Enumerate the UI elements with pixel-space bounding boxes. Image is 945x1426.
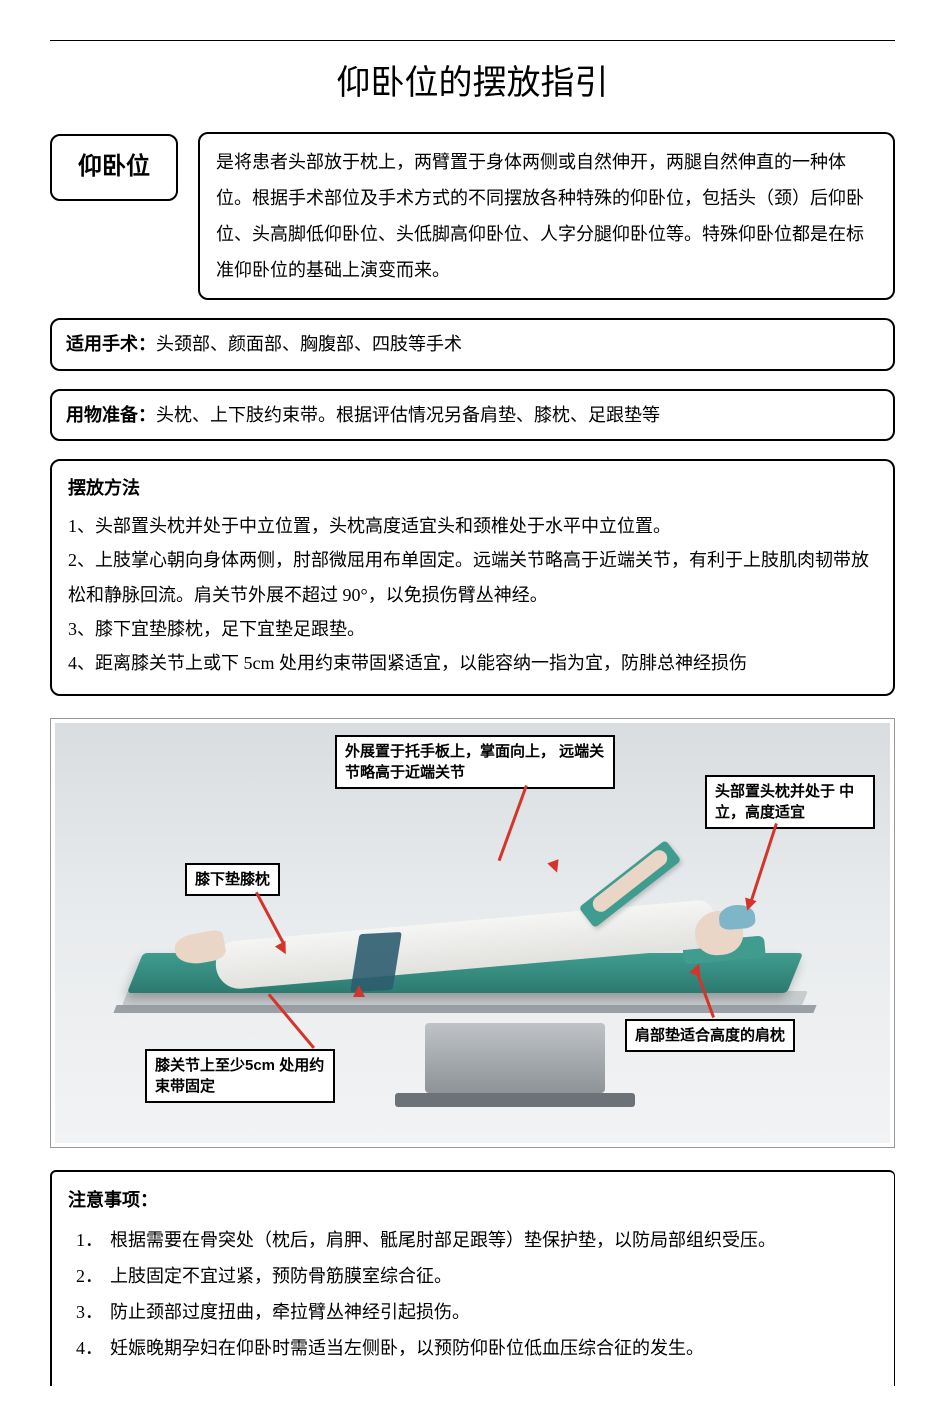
note-item: 3． 防止颈部过度扭曲，牵拉臂丛神经引起损伤。: [76, 1294, 878, 1330]
callout-shoulder: 肩部垫适合高度的肩枕: [625, 1019, 795, 1052]
note-text: 防止颈部过度扭曲，牵拉臂丛神经引起损伤。: [110, 1294, 470, 1330]
table-foot: [395, 1093, 635, 1107]
position-tag: 仰卧位: [50, 134, 178, 201]
callout-knee: 膝下垫膝枕: [185, 863, 280, 896]
arrow-head-icon: [353, 985, 365, 997]
preparation-text: 头枕、上下肢约束带。根据评估情况另备肩垫、膝枕、足跟垫等: [156, 405, 660, 425]
arrow-head-icon: [547, 859, 562, 874]
page-title: 仰卧位的摆放指引: [50, 53, 895, 114]
applicable-box: 适用手术：头颈部、颜面部、胸腹部、四肢等手术: [50, 318, 895, 370]
callout-arm: 外展置于托手板上，掌面向上， 远端关节略高于近端关节: [335, 735, 615, 789]
arrow-line: [255, 892, 285, 945]
preparation-label: 用物准备：: [66, 405, 156, 425]
description-box: 是将患者头部放于枕上，两臂置于身体两侧或自然伸开，两腿自然伸直的一种体位。根据手…: [198, 132, 895, 300]
applicable-text: 头颈部、颜面部、胸腹部、四肢等手术: [156, 334, 462, 354]
notes-list: 1． 根据需要在骨突处（枕后，肩胛、骶尾肘部足跟等）垫保护垫，以防局部组织受压。…: [68, 1222, 878, 1366]
note-item: 4． 妊娠晚期孕妇在仰卧时需适当左侧卧，以预防仰卧位低血压综合征的发生。: [76, 1330, 878, 1366]
callout-head: 头部置头枕并处于 中立，高度适宜: [705, 775, 875, 829]
applicable-label: 适用手术：: [66, 334, 156, 354]
preparation-box: 用物准备：头枕、上下肢约束带。根据评估情况另备肩垫、膝枕、足跟垫等: [50, 389, 895, 441]
notes-box: 注意事项： 1． 根据需要在骨突处（枕后，肩胛、骶尾肘部足跟等）垫保护垫，以防局…: [50, 1170, 895, 1386]
method-item: 2、上肢掌心朝向身体两侧，肘部微屈用布单固定。远端关节略高于近端关节，有利于上肢…: [68, 543, 877, 611]
note-item: 1． 根据需要在骨突处（枕后，肩胛、骶尾肘部足跟等）垫保护垫，以防局部组织受压。: [76, 1222, 878, 1258]
method-box: 摆放方法 1、头部置头枕并处于中立位置，头枕高度适宜头和颈椎处于水平中立位置。 …: [50, 459, 895, 696]
header-row: 仰卧位 是将患者头部放于枕上，两臂置于身体两侧或自然伸开，两腿自然伸直的一种体位…: [50, 132, 895, 300]
note-item: 2． 上肢固定不宜过紧，预防骨筋膜室综合征。: [76, 1258, 878, 1294]
note-text: 妊娠晚期孕妇在仰卧时需适当左侧卧，以预防仰卧位低血压综合征的发生。: [110, 1330, 704, 1366]
callout-strap: 膝关节上至少5cm 处用约束带固定: [145, 1049, 335, 1103]
note-number: 2．: [76, 1258, 110, 1294]
positioning-diagram: 外展置于托手板上，掌面向上， 远端关节略高于近端关节 头部置头枕并处于 中立，高…: [55, 723, 890, 1143]
table-base: [425, 1023, 605, 1093]
note-text: 上肢固定不宜过紧，预防骨筋膜室综合征。: [110, 1258, 452, 1294]
arrow-line: [498, 785, 528, 861]
note-number: 1．: [76, 1222, 110, 1258]
arrow-line: [750, 823, 778, 902]
method-item: 1、头部置头枕并处于中立位置，头枕高度适宜头和颈椎处于水平中立位置。: [68, 509, 877, 543]
diagram-container: 外展置于托手板上，掌面向上， 远端关节略高于近端关节 头部置头枕并处于 中立，高…: [50, 718, 895, 1148]
note-number: 4．: [76, 1330, 110, 1366]
method-heading: 摆放方法: [68, 471, 877, 505]
method-item: 4、距离膝关节上或下 5cm 处用约束带固紧适宜，以能容纳一指为宜，防腓总神经损…: [68, 646, 877, 680]
top-rule: [50, 40, 895, 41]
notes-heading: 注意事项：: [68, 1182, 878, 1218]
note-text: 根据需要在骨突处（枕后，肩胛、骶尾肘部足跟等）垫保护垫，以防局部组织受压。: [110, 1222, 776, 1258]
method-item: 3、膝下宜垫膝枕，足下宜垫足跟垫。: [68, 612, 877, 646]
note-number: 3．: [76, 1294, 110, 1330]
